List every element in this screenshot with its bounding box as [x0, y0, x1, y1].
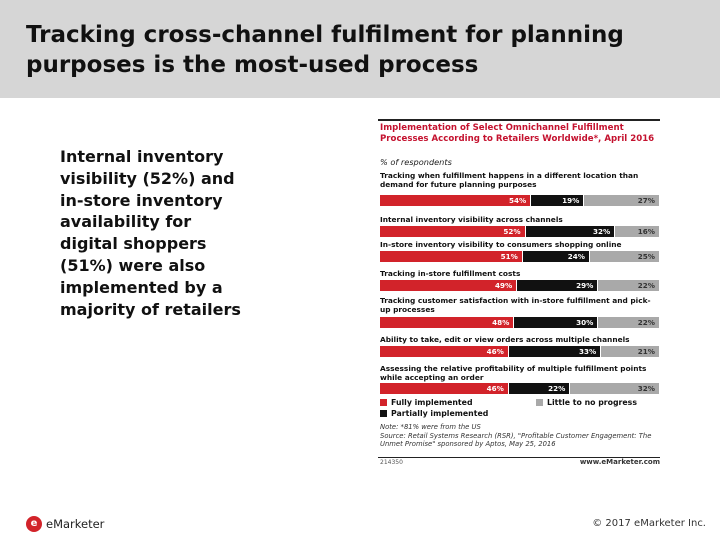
- data-label: 49%: [494, 281, 513, 290]
- data-label: 21%: [637, 347, 655, 356]
- data-label: 48%: [492, 318, 510, 327]
- category-label: Internal inventory visibility across cha…: [380, 215, 563, 224]
- chart-note: Note: *81% were from the US: [380, 423, 481, 431]
- data-label: 32%: [592, 227, 611, 236]
- data-label: 19%: [562, 196, 580, 205]
- logo-text: eMarketer: [46, 517, 105, 531]
- bar-segment: 52%: [380, 226, 525, 237]
- chart-notes: Note: *81% were from the US Source: Reta…: [380, 423, 660, 449]
- category-label: Ability to take, edit or view orders acr…: [380, 335, 630, 344]
- bar-segment: 33%: [508, 346, 601, 357]
- bar-segment: 24%: [522, 251, 589, 262]
- data-label: 33%: [578, 347, 597, 356]
- data-label: 27%: [637, 196, 655, 205]
- data-label: 24%: [567, 252, 585, 261]
- data-label: 22%: [637, 318, 655, 327]
- chart-panel: Implementation of Select Omnichannel Ful…: [378, 119, 660, 466]
- bar-segment: 22%: [508, 383, 570, 394]
- data-label: 16%: [637, 227, 655, 236]
- legend-swatch: [536, 399, 543, 406]
- legend-label: Fully implemented: [391, 398, 473, 407]
- legend-label: Little to no progress: [547, 398, 637, 407]
- chart-title: Implementation of Select Omnichannel Ful…: [380, 123, 655, 144]
- data-label: 46%: [486, 347, 504, 356]
- data-label: 22%: [548, 384, 566, 393]
- slide-header: Tracking cross-channel fulfilment for pl…: [0, 0, 720, 98]
- category-label: Tracking when fulfillment happens in a d…: [380, 171, 639, 190]
- data-label: 54%: [508, 196, 527, 205]
- legend-swatch: [380, 399, 387, 406]
- bar-segment: 46%: [380, 383, 508, 394]
- category-label: Tracking customer satisfaction with in-s…: [380, 296, 651, 315]
- bar-segment: 19%: [531, 195, 584, 206]
- copyright: © 2017 eMarketer Inc.: [592, 518, 706, 529]
- bar-segment: 32%: [525, 226, 615, 237]
- bar-segment: 22%: [598, 280, 659, 291]
- chart-bottom-rule: [378, 457, 660, 458]
- data-label: 46%: [486, 384, 504, 393]
- legend-item: Fully implemented: [380, 398, 473, 408]
- bar-segment: 32%: [570, 383, 659, 394]
- chart-subtitle: % of respondents: [380, 157, 452, 167]
- category-label: In-store inventory visibility to consume…: [380, 240, 622, 249]
- data-label: 22%: [637, 281, 655, 290]
- category-label: Tracking in-store fulfillment costs: [380, 269, 521, 278]
- legend-item: Little to no progress: [536, 398, 637, 408]
- legend-swatch: [380, 410, 387, 417]
- slide-title: Tracking cross-channel fulfilment for pl…: [26, 22, 624, 78]
- legend-label: Partially implemented: [391, 409, 489, 418]
- data-label: 25%: [637, 252, 655, 261]
- chart-id: 214350: [380, 459, 403, 466]
- category-label: Assessing the relative profitability of …: [380, 364, 647, 383]
- bar-segment: 22%: [598, 317, 659, 328]
- logo-mark-icon: e: [26, 516, 42, 532]
- bar-segment: 54%: [380, 195, 531, 206]
- chart-top-rule: [378, 119, 660, 121]
- bar-segment: 46%: [380, 346, 508, 357]
- data-label: 30%: [576, 318, 594, 327]
- bar-segment: 29%: [517, 280, 598, 291]
- data-label: 32%: [637, 384, 655, 393]
- chart-site-url: www.eMarketer.com: [579, 458, 660, 466]
- bar-segment: 16%: [615, 226, 659, 237]
- chart-source: Source: Retail Systems Research (RSR), "…: [380, 431, 652, 449]
- bar-segment: 21%: [601, 346, 659, 357]
- data-label: 51%: [500, 252, 518, 261]
- bar-segment: 30%: [514, 317, 598, 328]
- bar-segment: 48%: [380, 317, 514, 328]
- data-label: 52%: [503, 227, 521, 236]
- slide-summary-text: Internal inventory visibility (52%) and …: [60, 147, 241, 319]
- data-label: 29%: [576, 281, 594, 290]
- emarketer-logo: e eMarketer: [26, 516, 104, 532]
- legend-item: Partially implemented: [380, 409, 488, 419]
- bar-segment: 49%: [380, 280, 517, 291]
- bar-segment: 51%: [380, 251, 522, 262]
- bar-segment: 27%: [584, 195, 659, 206]
- bar-segment: 25%: [590, 251, 659, 262]
